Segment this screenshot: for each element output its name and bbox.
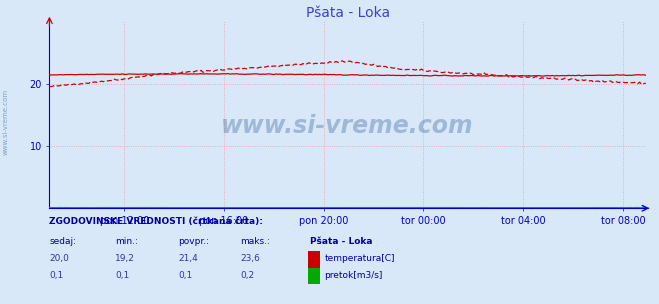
Text: 19,2: 19,2 bbox=[115, 254, 135, 263]
Text: 21,4: 21,4 bbox=[178, 254, 198, 263]
Text: Pšata - Loka: Pšata - Loka bbox=[310, 237, 372, 246]
Text: 0,1: 0,1 bbox=[115, 271, 130, 280]
Text: 0,1: 0,1 bbox=[49, 271, 64, 280]
Text: povpr.:: povpr.: bbox=[178, 237, 209, 246]
Title: Pšata - Loka: Pšata - Loka bbox=[306, 6, 389, 20]
Text: 0,2: 0,2 bbox=[241, 271, 254, 280]
Text: ZGODOVINSKE VREDNOSTI (črtkana črta):: ZGODOVINSKE VREDNOSTI (črtkana črta): bbox=[49, 217, 264, 226]
Text: www.si-vreme.com: www.si-vreme.com bbox=[221, 114, 474, 138]
Text: 23,6: 23,6 bbox=[241, 254, 260, 263]
Text: maks.:: maks.: bbox=[241, 237, 270, 246]
Text: www.si-vreme.com: www.si-vreme.com bbox=[2, 88, 9, 155]
Text: pretok[m3/s]: pretok[m3/s] bbox=[324, 271, 383, 280]
Text: 0,1: 0,1 bbox=[178, 271, 192, 280]
Text: sedaj:: sedaj: bbox=[49, 237, 76, 246]
Text: 20,0: 20,0 bbox=[49, 254, 69, 263]
Text: min.:: min.: bbox=[115, 237, 138, 246]
Text: temperatura[C]: temperatura[C] bbox=[324, 254, 395, 263]
